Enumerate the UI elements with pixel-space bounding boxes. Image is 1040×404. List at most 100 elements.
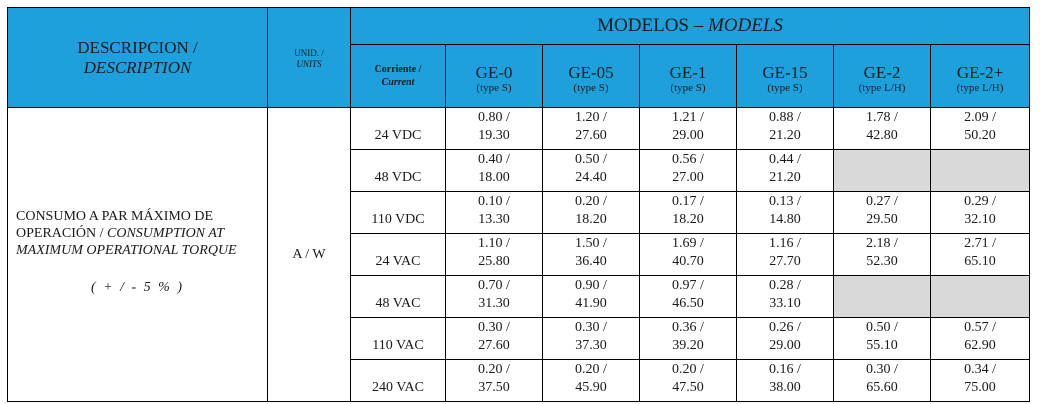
amps-value: 0.57 / [964,320,996,335]
current-header: Corriente / Current [350,44,446,108]
watts-value: 27.70 [769,254,801,269]
table-row: CONSUMO A PAR MÁXIMO DE OPERACIÓN / CONS… [7,107,1031,402]
units-header-en: UNITS [296,59,322,69]
value-cell: 0.30 / 37.30 [542,317,640,360]
value-cell: 0.30 / 65.60 [833,359,931,402]
amps-value: 2.09 / [964,110,996,125]
amps-value: 1.10 / [478,236,510,251]
amps-value: 1.20 / [575,110,607,125]
watts-value: 38.00 [769,380,801,395]
watts-value: 13.30 [478,212,510,227]
current-cell: 24 VAC [350,233,446,276]
value-cell: 2.18 / 52.30 [833,233,931,276]
amps-value: 2.71 / [964,236,996,251]
model-name: GE-1 [669,63,707,82]
value-cell: 0.50 / 24.40 [542,149,640,192]
table-row: 110 VAC 0.30 / 27.60 0.30 / 37.30 0.36 / 39.20… [8,317,1031,360]
watts-value: 65.60 [866,380,898,395]
value-cell: 0.27 / 29.50 [833,191,931,234]
model-type: (type S) [767,82,803,94]
model-type: (type S) [476,82,512,94]
watts-value: 47.50 [672,380,704,395]
current-cell: 240 VAC [350,359,446,402]
current-header-en: Current [381,77,415,88]
models-header: MODELOS – MODELS [349,7,1031,45]
value-cell: 0.97 / 46.50 [639,275,737,318]
watts-value: 18.20 [672,212,704,227]
watts-value: 37.30 [575,338,607,353]
value-cell: 0.20 / 47.50 [639,359,737,402]
value-cell: 0.29 / 32.10 [929,191,1031,234]
watts-value: 18.00 [478,170,510,185]
amps-value: 0.26 / [769,320,801,335]
model-header: GE-0 (type S) [445,44,543,108]
watts-value: 62.90 [964,338,996,353]
model-type: (type S) [573,82,609,94]
value-cell: 1.10 / 25.80 [445,233,543,276]
amps-value: 0.20 / [575,362,607,377]
amps-value: 0.34 / [964,362,996,377]
watts-value: 75.00 [964,380,996,395]
amps-value: 0.40 / [478,152,510,167]
model-header: GE-05 (type S) [542,44,640,108]
watts-value: 50.20 [964,128,996,143]
model-type: (type L/H) [858,82,906,94]
value-cell: 1.20 / 27.60 [542,107,640,150]
table-row: 240 VAC 0.20 / 37.50 0.20 / 45.90 0.20 / 47.50… [8,359,1031,402]
amps-value: 0.28 / [769,278,801,293]
model-type: (type L/H) [956,82,1004,94]
value-cell: 0.20 / 37.50 [445,359,543,402]
amps-value: 0.30 / [575,320,607,335]
table-header: DESCRIPCION / DESCRIPTION UNID. / UNITS … [7,7,1031,108]
amps-value: 0.17 / [672,194,704,209]
value-cell: 2.71 / 65.10 [929,233,1031,276]
units-header-es: UNID. / [294,48,324,58]
current-cell: 48 VAC [350,275,446,318]
amps-value: 0.44 / [769,152,801,167]
value-cell: 0.34 / 75.00 [929,359,1031,402]
amps-value: 1.21 / [672,110,704,125]
value-cell: 0.80 / 19.30 [445,107,543,150]
table-row: 24 VAC 1.10 /25.80 1.50 /36.40 1.69 /40.70 1… [8,233,1031,276]
models-header-es: MODELOS – [597,15,708,36]
amps-value: 0.50 / [866,320,898,335]
watts-value: 19.30 [478,128,510,143]
model-name: GE-2+ [956,63,1004,82]
empty-cell [833,275,931,318]
watts-value: 27.60 [575,128,607,143]
value-cell: 0.20 / 45.90 [542,359,640,402]
amps-value: 1.50 / [575,236,607,251]
value-cell: 0.44 / 21.20 [736,149,834,192]
amps-value: 0.20 / [575,194,607,209]
value-cell: 0.57 / 62.90 [929,317,1031,360]
amps-value: 0.20 / [478,362,510,377]
amps-value: 0.36 / [672,320,704,335]
table-row: 48 VDC 0.40 /18.00 0.50 /24.40 0.56 /27.00 0… [8,149,1031,192]
watts-value: 14.80 [769,212,801,227]
model-name: GE-15 [762,63,808,82]
watts-value: 27.00 [672,170,704,185]
model-name: GE-05 [568,63,614,82]
value-cell: 1.16 / 27.70 [736,233,834,276]
description-header-es: DESCRIPCION / [77,37,198,57]
value-cell: 0.40 / 18.00 [445,149,543,192]
current-cell: 24 VDC [350,107,446,150]
watts-value: 37.50 [478,380,510,395]
watts-value: 32.10 [964,212,996,227]
empty-cell [929,149,1031,192]
tolerance: ( + / - 5 % ) [91,280,184,295]
value-cell: 1.50 / 36.40 [542,233,640,276]
value-cell: 0.70 / 31.30 [445,275,543,318]
value-cell: 0.10 / 13.30 [445,191,543,234]
current-cell: 110 VDC [350,191,446,234]
amps-value: 0.27 / [866,194,898,209]
value-cell: 2.09 / 50.20 [929,107,1031,150]
description-en: CONSUMPTION AT MAXIMUM OPERATIONAL TORQU… [16,226,237,258]
value-cell: 0.88 / 21.20 [736,107,834,150]
value-cell: 0.50 / 55.10 [833,317,931,360]
table-row: 48 VAC 0.70 /31.30 0.90 /41.90 0.97 /46.50 0… [8,275,1031,318]
amps-value: 1.69 / [672,236,704,251]
watts-value: 21.20 [769,170,801,185]
watts-value: 36.40 [575,254,607,269]
model-name: GE-2 [863,63,901,82]
